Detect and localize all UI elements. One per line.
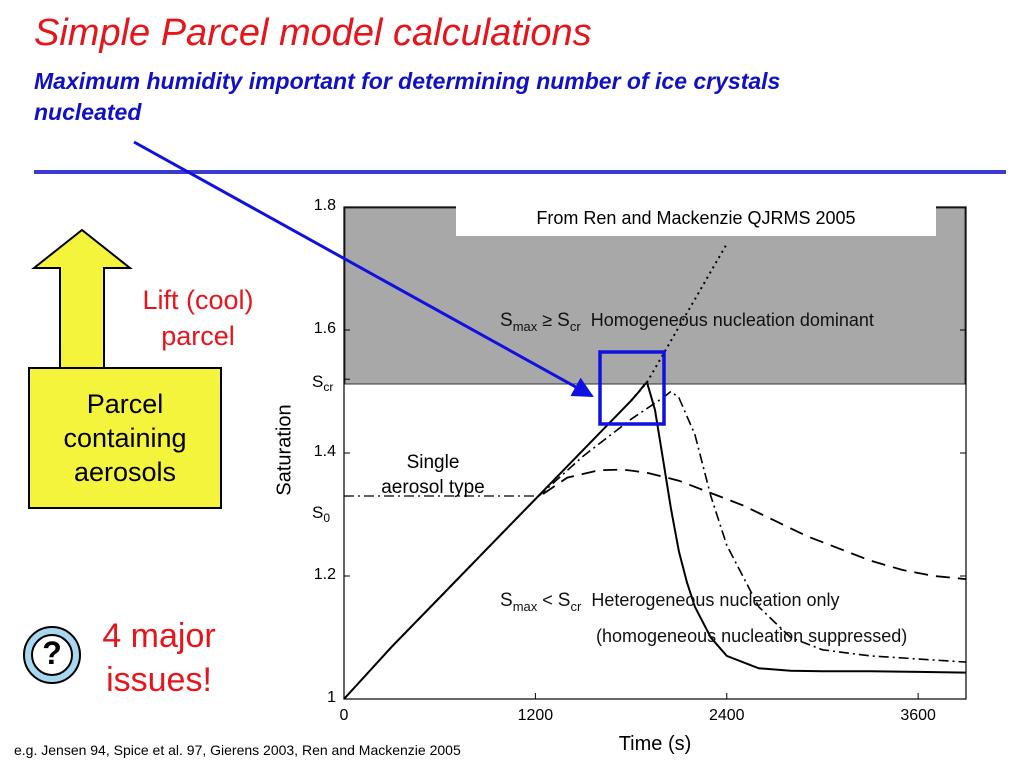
single-aerosol-line-1: Single	[406, 452, 460, 473]
homog-op: ≥	[542, 310, 553, 330]
hetero-rhs: S	[557, 590, 571, 611]
hetero-rhs-sub: cr	[570, 599, 582, 614]
homog-text: Homogeneous nucleation dominant	[590, 310, 874, 330]
series-layer	[343, 243, 967, 700]
issues-line-2: issues!	[106, 661, 212, 699]
s0-sub: 0	[323, 511, 331, 525]
references-footer: e.g. Jensen 94, Spice et al. 97, Gierens…	[14, 742, 461, 758]
s0-symbol: S0	[312, 503, 330, 525]
homog-lhs-sub: max	[512, 319, 538, 334]
series-line-dotted	[630, 243, 728, 402]
question-icon	[23, 626, 81, 684]
issues-label: 4 major issues!	[84, 614, 234, 702]
series-line-dashdot	[343, 390, 967, 700]
x-tick-label: 3600	[900, 707, 936, 724]
slide-subtitle: Maximum humidity important for determini…	[34, 68, 781, 125]
lift-line-2: parcel	[161, 321, 235, 351]
series-line-dashed	[343, 468, 967, 700]
y-axis-label: Saturation	[273, 404, 296, 496]
question-mark: ?	[42, 635, 62, 671]
series-line-solid	[343, 380, 967, 700]
issues-line-1: 4 major	[102, 617, 216, 655]
slide-title: Simple Parcel model calculations	[34, 12, 592, 54]
scr-main: S	[312, 372, 324, 391]
homog-lhs: S	[500, 310, 513, 331]
y-tick-label: 1.4	[313, 443, 336, 460]
pointer-arrow	[133, 140, 594, 398]
homog-rhs: S	[557, 310, 570, 331]
scr-symbol: Scr	[312, 372, 333, 394]
smax-highlight-box	[598, 350, 666, 426]
hetero-text: Heterogeneous nucleation only	[591, 590, 840, 610]
x-axis-label: Time (s)	[618, 733, 692, 755]
heterogeneous-label: Smax < Scr Heterogeneous nucleation only	[500, 590, 840, 614]
homogeneous-region	[344, 207, 966, 385]
hetero-lhs: S	[500, 590, 513, 611]
single-aerosol-label: Single aerosol type	[348, 450, 518, 500]
lift-line-1: Lift (cool)	[142, 285, 254, 315]
hetero-lhs-sub: max	[512, 599, 538, 614]
parcel-line-3: aerosols	[73, 457, 177, 487]
x-tick-label: 1200	[517, 707, 554, 724]
suppressed-note: (homogeneous nucleation suppressed)	[596, 626, 908, 646]
x-tick-label: 2400	[708, 707, 745, 724]
up-arrow-icon	[31, 228, 133, 369]
chart	[343, 206, 967, 700]
homog-rhs-sub: cr	[569, 319, 581, 334]
hetero-op: <	[542, 590, 553, 610]
scr-sub: cr	[323, 380, 334, 394]
y-tick-label: 1.8	[313, 197, 336, 214]
y-tick-label: 1.2	[313, 566, 336, 583]
s0-main: S	[312, 503, 324, 522]
y-tick-label: 1.6	[313, 320, 336, 337]
parcel-box: Parcel containing aerosols	[28, 367, 222, 509]
title-divider	[34, 170, 1006, 174]
single-aerosol-line-2: aerosol type	[381, 477, 485, 498]
y-tick-label: 1	[327, 689, 336, 706]
parcel-line-1: Parcel	[86, 389, 164, 419]
x-tick-label: 0	[339, 707, 349, 724]
homogeneous-label: Smax ≥ Scr Homogeneous nucleation domina…	[500, 310, 874, 334]
parcel-line-2: containing	[63, 423, 187, 453]
lift-label: Lift (cool) parcel	[118, 282, 278, 354]
source-label: From Ren and Mackenzie QJRMS 2005	[456, 200, 936, 236]
